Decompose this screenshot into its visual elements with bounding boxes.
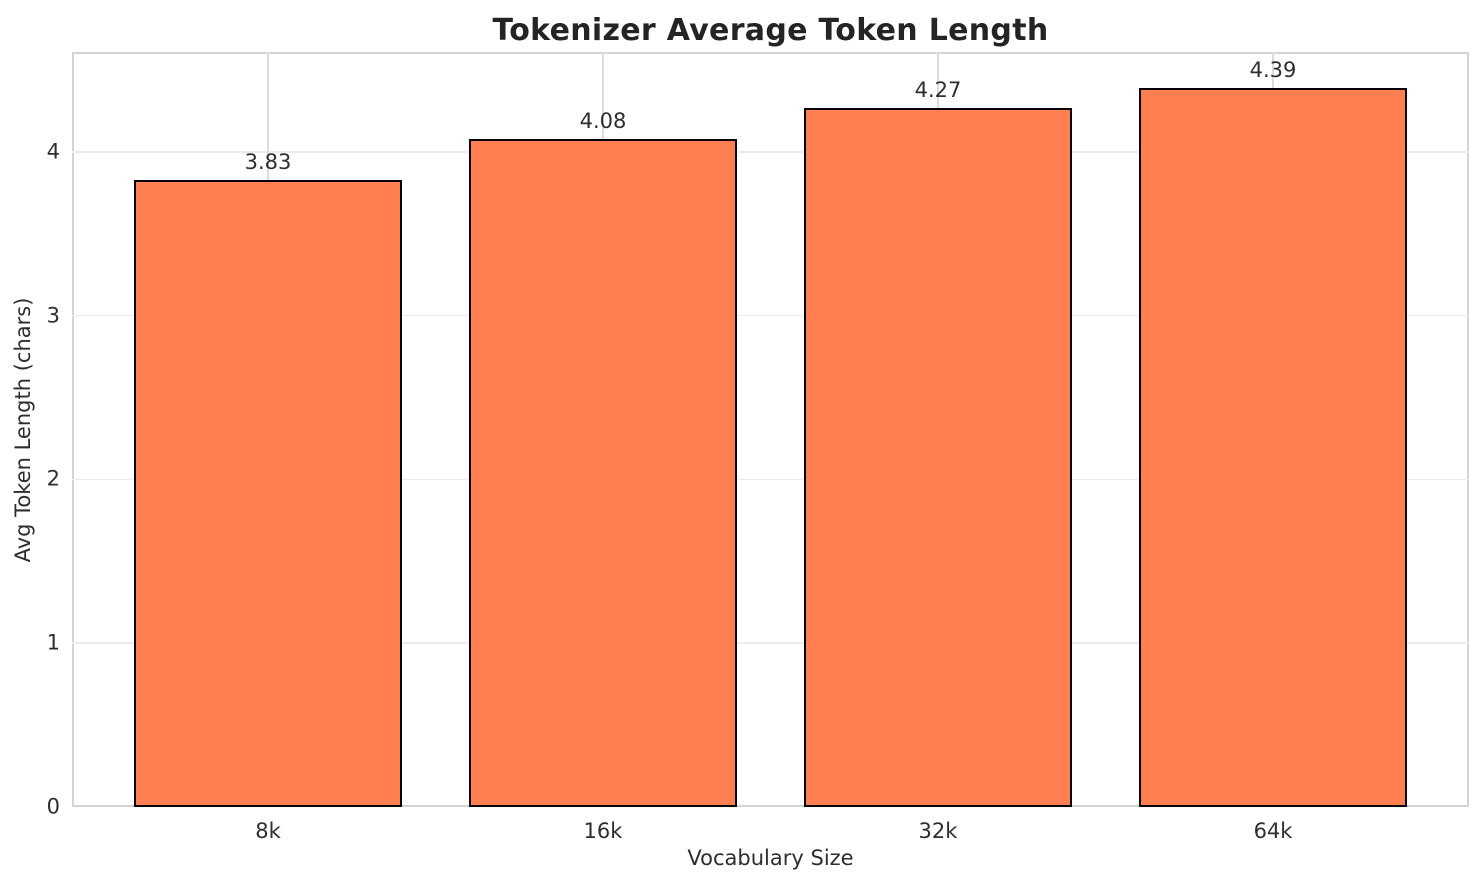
bar-8k: [133, 179, 402, 807]
y-tick-label: 2: [46, 466, 60, 491]
y-tick-label: 1: [46, 630, 60, 655]
y-gridline: [72, 151, 1469, 153]
bar-value-label: 3.83: [244, 149, 292, 174]
x-axis-label: Vocabulary Size: [687, 846, 854, 870]
bar-value-label: 4.27: [914, 77, 962, 102]
x-tick-label: 64k: [1253, 819, 1293, 843]
y-axis-label: Avg Token Length (chars): [11, 297, 35, 563]
bar-32k: [804, 107, 1072, 807]
y-gridline: [72, 314, 1469, 317]
x-tick-label: 8k: [255, 819, 281, 843]
y-gridline: [72, 478, 1469, 481]
bar-value-label: 4.39: [1249, 58, 1297, 83]
y-tick-label: 3: [46, 303, 60, 328]
y-tick-label: 4: [46, 139, 60, 164]
y-gridline: [72, 642, 1469, 644]
x-tick-label: 16k: [583, 819, 623, 843]
x-tick-label: 32k: [918, 819, 958, 843]
chart-title: Tokenizer Average Token Length: [492, 13, 1049, 48]
y-tick-label: 0: [46, 794, 60, 819]
bar-value-label: 4.08: [579, 108, 627, 133]
bar-16k: [468, 138, 737, 807]
bar-64k: [1139, 88, 1407, 807]
